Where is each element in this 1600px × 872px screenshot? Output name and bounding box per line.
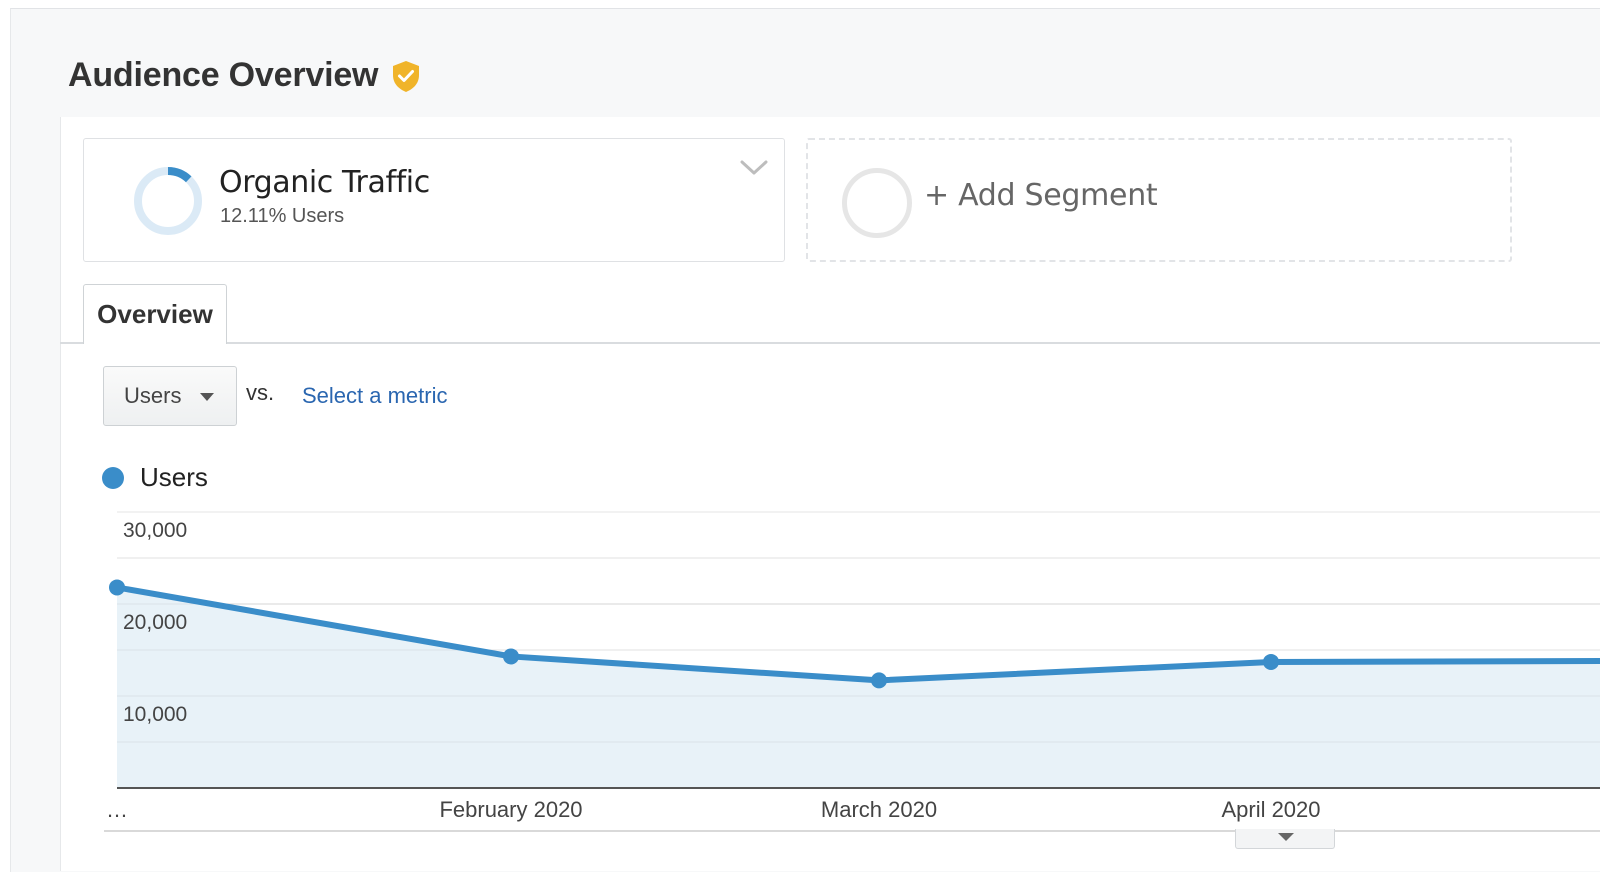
add-segment-label: + Add Segment <box>924 178 1158 213</box>
caret-down-icon <box>200 393 214 401</box>
empty-segment-ring-icon <box>842 168 912 238</box>
legend-dot-icon <box>102 466 124 489</box>
chart-expand-tab[interactable] <box>1235 829 1335 849</box>
tab-overview[interactable]: Overview <box>83 284 227 344</box>
metric-select[interactable]: Users <box>103 366 237 426</box>
tab-divider <box>60 342 1600 344</box>
chevron-down-icon[interactable] <box>738 157 770 179</box>
caret-down-icon <box>1278 833 1294 841</box>
vs-label: vs. <box>246 380 275 405</box>
segment-card-organic-traffic[interactable]: Organic Traffic 12.11% Users <box>83 138 785 262</box>
segment-donut-icon <box>134 167 202 235</box>
add-segment-button[interactable]: + Add Segment <box>806 138 1512 262</box>
segment-name: Organic Traffic <box>219 165 430 200</box>
select-metric-link[interactable]: Select a metric <box>302 383 448 408</box>
segment-percent: 12.11% Users <box>220 205 345 227</box>
verified-shield-icon <box>390 59 422 93</box>
page-header: Audience Overview <box>68 56 422 95</box>
legend-label: Users <box>140 462 208 492</box>
page-title: Audience Overview <box>68 56 379 94</box>
chart-legend: Users <box>102 462 208 493</box>
metric-select-label: Users <box>124 383 182 408</box>
